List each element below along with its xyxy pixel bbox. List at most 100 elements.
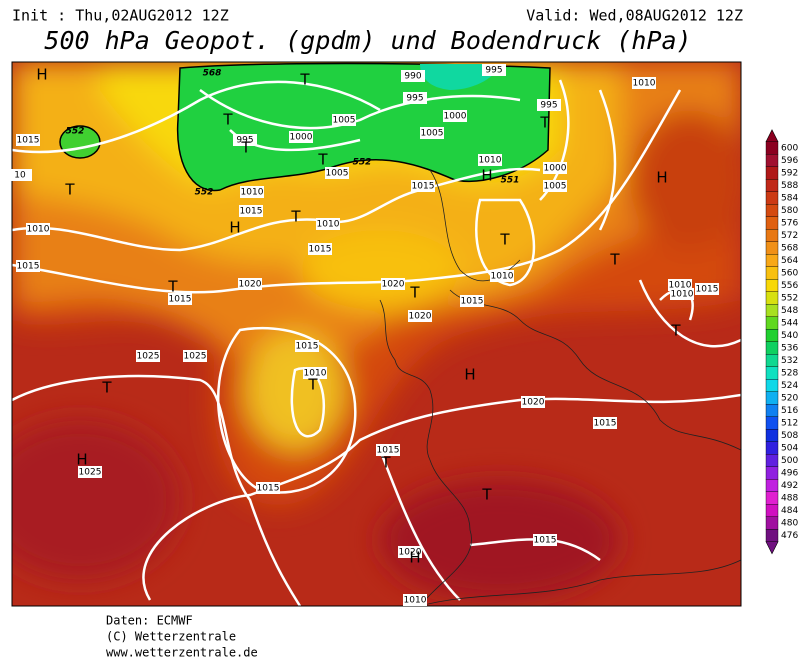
colorbar-segment bbox=[765, 391, 779, 405]
isobar-label: 995 bbox=[233, 134, 257, 146]
colorbar-tick-label: 564 bbox=[781, 256, 798, 266]
colorbar-segment bbox=[765, 341, 779, 355]
pressure-center: T bbox=[481, 486, 492, 504]
isobar-label: 1015 bbox=[460, 295, 484, 307]
map-area bbox=[12, 62, 741, 606]
colorbar-tick-label: 512 bbox=[781, 419, 798, 429]
colorbar-segment bbox=[765, 491, 779, 505]
isobar-label: 1015 bbox=[411, 180, 435, 192]
label-box bbox=[325, 167, 349, 179]
isobar-label: 1015 bbox=[376, 444, 400, 456]
colorbar-tick-label: 500 bbox=[781, 456, 798, 466]
label-box bbox=[289, 131, 313, 143]
isobar-value: 1025 bbox=[137, 352, 160, 362]
label-box bbox=[632, 77, 656, 89]
geopotential-label: 552 bbox=[195, 188, 214, 198]
colorbar-segment bbox=[765, 291, 779, 305]
label-box bbox=[543, 162, 567, 174]
label-box bbox=[482, 64, 506, 76]
label-box bbox=[233, 134, 257, 146]
isobar-value: 1020 bbox=[239, 280, 262, 290]
isobar-value: 1000 bbox=[544, 164, 567, 174]
colorbar-tick-label: 576 bbox=[781, 219, 798, 229]
label-box bbox=[316, 218, 340, 230]
isobar-label: 1015 bbox=[533, 534, 557, 546]
label-box bbox=[460, 295, 484, 307]
isobar-label: 1015 bbox=[239, 205, 263, 217]
isobar-label: 1010 bbox=[670, 288, 694, 300]
colorbar-segment bbox=[765, 516, 779, 530]
isobar-label: 995 bbox=[403, 92, 427, 104]
isobar-value: 1020 bbox=[409, 312, 432, 322]
pressure-center: T bbox=[539, 114, 550, 132]
pressure-center: H bbox=[656, 169, 667, 187]
valid-time: Valid: Wed,08AUG2012 12Z bbox=[526, 7, 743, 25]
isobar-label: 1000 bbox=[289, 131, 313, 143]
colorbar-tick-label: 568 bbox=[781, 244, 798, 254]
label-box bbox=[537, 99, 561, 111]
isobar-label: 995 bbox=[537, 99, 561, 111]
colorbar-tick-label: 504 bbox=[781, 444, 798, 454]
pressure-center: T bbox=[101, 379, 112, 397]
isobar-value: 1015 bbox=[17, 262, 40, 272]
colorbar-segment bbox=[765, 404, 779, 417]
colorbar-tick-label: 532 bbox=[781, 356, 798, 366]
colorbar-segment bbox=[765, 429, 779, 442]
label-box bbox=[26, 223, 50, 235]
label-box bbox=[308, 243, 332, 255]
pressure-center: T bbox=[380, 454, 391, 472]
label-box bbox=[78, 466, 102, 478]
isobar-value: 1000 bbox=[444, 112, 467, 122]
isobar-value: 990 bbox=[404, 72, 421, 82]
colorbar-segment bbox=[765, 216, 779, 230]
colorbar-top-tip bbox=[765, 129, 779, 143]
isobar-value: 995 bbox=[485, 66, 502, 76]
isobar-value: 1005 bbox=[333, 116, 356, 126]
label-box bbox=[543, 180, 567, 192]
isobar-value: 10 bbox=[14, 171, 26, 181]
colorbar-segment bbox=[765, 416, 779, 430]
isobar-label: 990 bbox=[401, 70, 425, 82]
isobar-label: 1000 bbox=[543, 162, 567, 174]
colorbar-tick-label: 588 bbox=[781, 181, 798, 191]
label-box bbox=[168, 293, 192, 305]
isobar-label: 1015 bbox=[593, 417, 617, 429]
isobar-value: 1020 bbox=[382, 280, 405, 290]
pressure-center: T bbox=[222, 111, 233, 129]
label-box bbox=[443, 110, 467, 122]
isobar-label: 1025 bbox=[78, 466, 102, 478]
isobar-label: 995 bbox=[482, 64, 506, 76]
label-box bbox=[403, 92, 427, 104]
label-box bbox=[401, 70, 425, 82]
isobar-value: 1010 bbox=[633, 79, 656, 89]
map-frame bbox=[11, 61, 742, 607]
isobar-label: 1005 bbox=[332, 114, 356, 126]
isobar-value: 1015 bbox=[257, 484, 280, 494]
isobar-value: 1010 bbox=[671, 290, 694, 300]
isobar-label: 1010 bbox=[240, 186, 264, 198]
label-box bbox=[478, 154, 502, 166]
colorbar: 600 596 592 588 584 580 576 572 568 564 560 556 552 5… bbox=[765, 129, 798, 555]
colorbar-segment bbox=[765, 304, 779, 317]
isobar-label: 1020 bbox=[521, 396, 545, 408]
colorbar-tick-label: 596 bbox=[781, 156, 798, 166]
colorbar-segment bbox=[765, 354, 779, 367]
label-box bbox=[238, 278, 262, 290]
isobar-label: 1020 bbox=[398, 546, 422, 558]
pressure-center: T bbox=[499, 231, 510, 249]
label-box bbox=[420, 127, 444, 139]
label-box bbox=[670, 288, 694, 300]
pressure-center: T bbox=[299, 71, 310, 89]
isobar-label: 1020 bbox=[408, 310, 432, 322]
colorbar-segment bbox=[765, 204, 779, 217]
isobar-label: 1010 bbox=[632, 77, 656, 89]
data-source: Daten: ECMWF bbox=[106, 614, 193, 628]
colorbar-segment bbox=[765, 254, 779, 267]
colorbar-tick-label: 584 bbox=[781, 194, 798, 204]
isobar-value: 1015 bbox=[309, 245, 332, 255]
isobar-label: 1015 bbox=[256, 482, 280, 494]
label-box bbox=[533, 534, 557, 546]
label-box bbox=[376, 444, 400, 456]
isobar-value: 1015 bbox=[594, 419, 617, 429]
pressure-center: T bbox=[64, 181, 75, 199]
